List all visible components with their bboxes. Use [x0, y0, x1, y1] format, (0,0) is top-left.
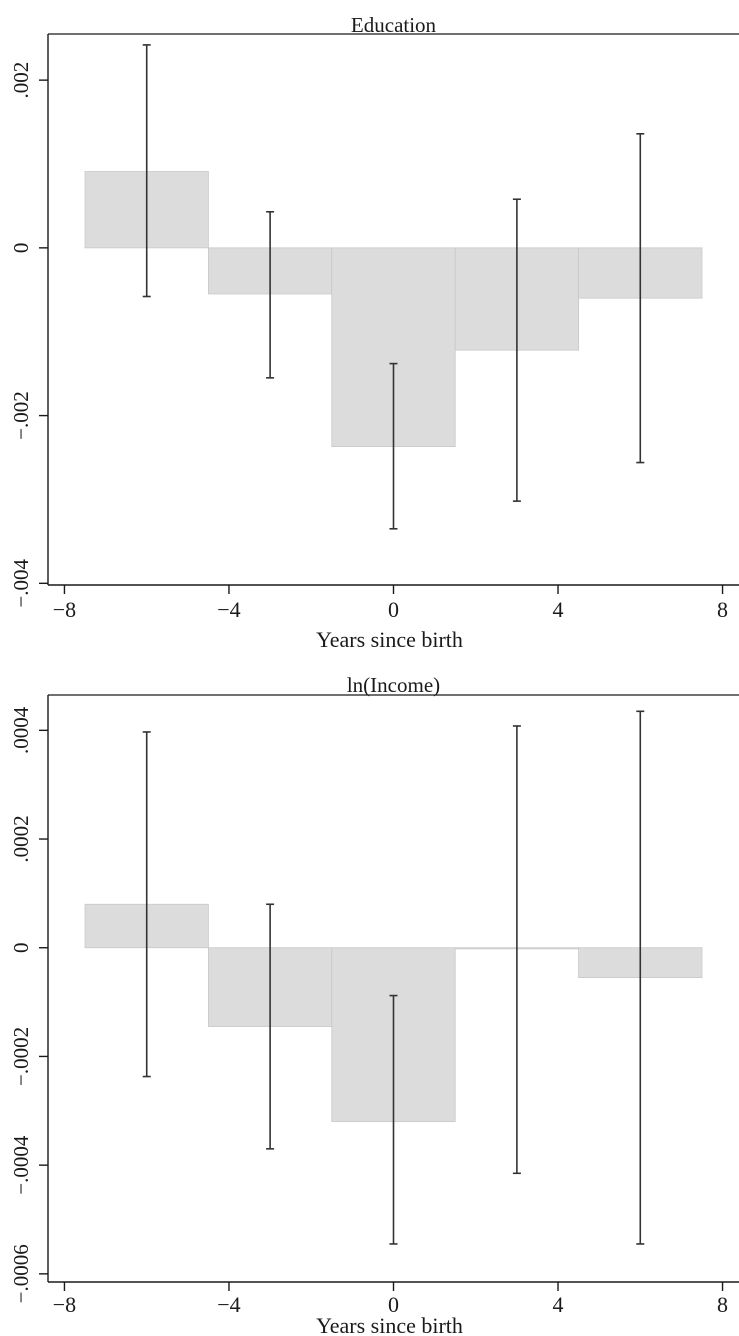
education-error-bar — [142, 44, 151, 298]
education-x-tick-label: −8 — [53, 597, 76, 622]
income-panel: ln(Income) −8 −4 0 4 8 −.0006 −.0004 −.0002 0 .000… — [9, 673, 739, 1336]
income-title: ln(Income) — [347, 673, 440, 697]
education-error-bar — [389, 362, 398, 530]
education-error-bar — [512, 198, 521, 502]
education-y-tick-label: −.002 — [9, 391, 33, 440]
income-y-tick-label: −.0006 — [9, 1244, 33, 1303]
income-error-bar — [142, 731, 151, 1078]
education-x-tick-label: 0 — [388, 597, 399, 622]
education-panel: Education −8 −4 0 4 8 −.004 −.002 0 .002 Years sin… — [9, 13, 739, 652]
income-x-tick-label: −8 — [53, 1292, 76, 1317]
income-error-bar — [389, 994, 398, 1245]
income-x-tick-label: 0 — [388, 1292, 399, 1317]
income-y-tick-label: .0002 — [9, 815, 33, 862]
income-x-tick-label: −4 — [217, 1292, 240, 1317]
income-x-axis-label: Years since birth — [316, 1313, 463, 1336]
income-error-bar — [636, 710, 645, 1245]
income-error-bar — [266, 903, 275, 1150]
income-y-tick-label: .0004 — [9, 706, 33, 754]
education-error-bar — [636, 133, 645, 464]
income-y-tick-label: 0 — [9, 942, 33, 953]
income-y-tick-label: −.0002 — [9, 1027, 33, 1086]
education-y-tick-label: 0 — [9, 243, 33, 254]
income-error-bar — [512, 725, 521, 1175]
education-x-tick-label: −4 — [217, 597, 240, 622]
income-x-tick-label: 8 — [717, 1292, 728, 1317]
education-y-tick-label: .002 — [9, 62, 33, 99]
income-x-tick-label: 4 — [553, 1292, 564, 1317]
education-error-bar — [266, 210, 275, 379]
education-y-tick-label: −.004 — [9, 559, 33, 608]
education-x-tick-label: 4 — [553, 597, 564, 622]
education-x-tick-label: 8 — [717, 597, 728, 622]
education-title: Education — [351, 13, 437, 37]
income-y-tick-label: −.0004 — [9, 1135, 33, 1195]
education-x-axis-label: Years since birth — [316, 627, 463, 652]
